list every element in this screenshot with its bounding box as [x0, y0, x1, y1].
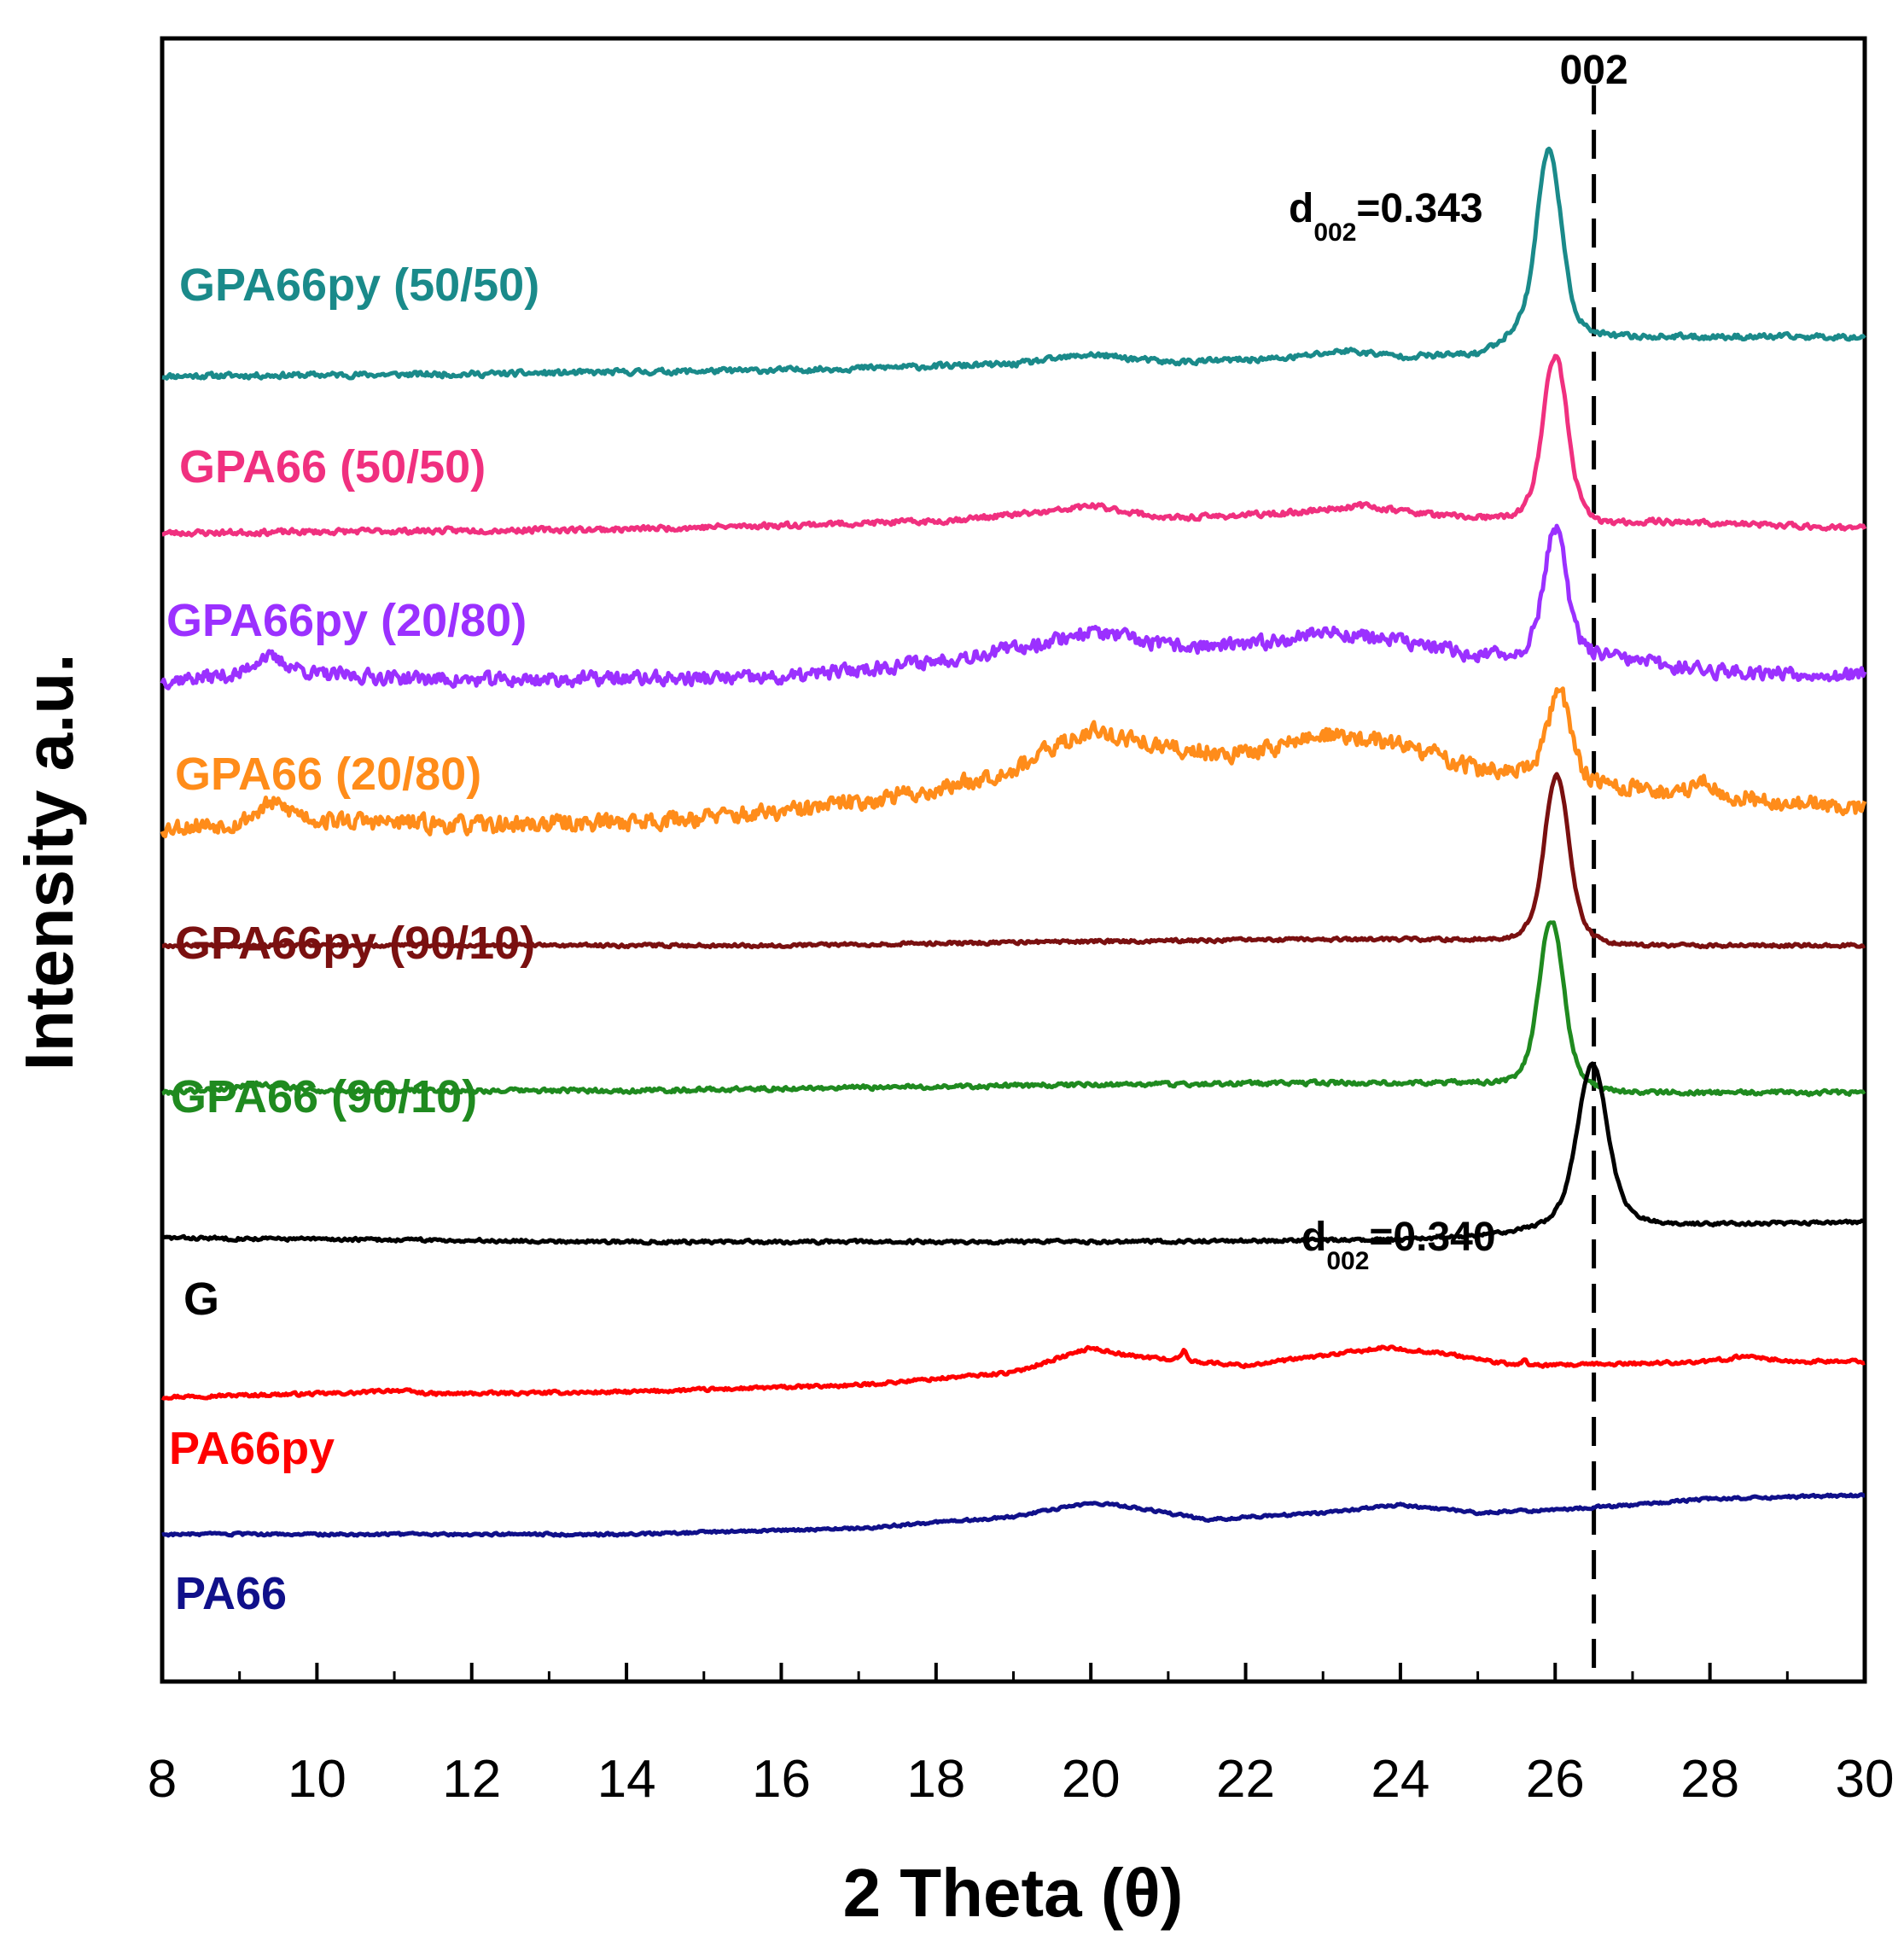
x-axis-title: 2 Theta (θ)	[843, 1855, 1184, 1931]
x-tick-label-28: 28	[1680, 1750, 1739, 1809]
annotation-main: d	[1301, 1215, 1326, 1260]
reference-line-group: 002	[1560, 48, 1628, 1682]
series-line-7	[160, 1344, 1866, 1401]
series-label-1: GPA66 (50/50)	[179, 441, 486, 493]
series-label-6: G	[183, 1274, 219, 1325]
x-tick-label-22: 22	[1216, 1750, 1275, 1809]
series-label-5: GPA66 (90/10)	[171, 1071, 477, 1122]
annotation-subscript: 002	[1326, 1247, 1369, 1275]
x-tick-label-24: 24	[1371, 1750, 1429, 1809]
annotation-value: =0.340	[1369, 1215, 1495, 1260]
series-line-6	[160, 1061, 1866, 1246]
series-line-0	[161, 146, 1866, 381]
series-label-8: PA66	[175, 1568, 287, 1619]
series-line-5	[161, 920, 1866, 1098]
series-label-0: GPA66py (50/50)	[179, 259, 539, 311]
series-line-2	[160, 523, 1867, 691]
annotation-value: =0.343	[1356, 186, 1482, 231]
x-tick-label-14: 14	[597, 1750, 656, 1809]
series-label-2: GPA66py (20/80)	[166, 595, 527, 646]
x-tick-label-26: 26	[1526, 1750, 1585, 1809]
x-tick-label-30: 30	[1836, 1750, 1895, 1809]
reference-line-label: 002	[1560, 48, 1628, 93]
y-axis-title: Intensity a.u.	[11, 654, 87, 1071]
series-line-3	[160, 686, 1867, 839]
x-tick-label-18: 18	[906, 1750, 965, 1809]
x-ticks: 8 10 12 14 16 18 20 22 24 26 28 30	[148, 1663, 1895, 1809]
annotation-main: d	[1289, 186, 1313, 231]
annotation-subscript: 002	[1313, 219, 1356, 247]
x-tick-label-12: 12	[442, 1750, 501, 1809]
annotation-d-gpa66py-5050: d002=0.343	[1289, 186, 1483, 247]
series-labels: GPA66py (50/50) GPA66 (50/50) GPA66py (20/…	[166, 259, 539, 1619]
series-label-7: PA66py	[169, 1423, 335, 1474]
series-label-4: GPA66py (90/10)	[175, 918, 535, 969]
x-tick-label-8: 8	[148, 1750, 177, 1809]
series-label-3: GPA66 (20/80)	[175, 749, 481, 800]
series-line-1	[161, 353, 1867, 538]
annotation-d-g: d002=0.340	[1301, 1215, 1496, 1275]
x-tick-label-10: 10	[288, 1750, 346, 1809]
series-line-8	[161, 1492, 1866, 1538]
series-lines	[160, 146, 1867, 1538]
series-line-4	[161, 772, 1866, 950]
x-tick-label-20: 20	[1062, 1750, 1121, 1809]
x-tick-label-16: 16	[752, 1750, 811, 1809]
